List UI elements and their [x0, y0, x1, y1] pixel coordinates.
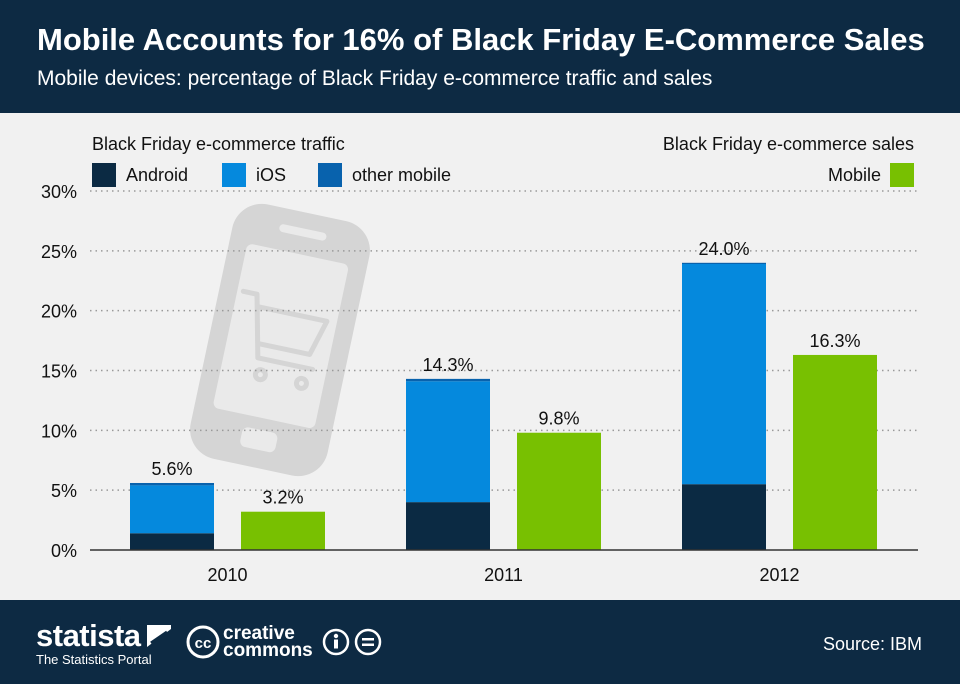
statista-logo: statista The Statistics Portal [36, 620, 171, 668]
shopping-cart-icon [240, 288, 330, 391]
legend-swatch-other-mobile [318, 163, 342, 187]
y-tick-label: 0% [51, 541, 77, 561]
cc-text-line2: commons [223, 640, 313, 661]
traffic-bar-segment [130, 533, 214, 550]
legend-label-ios: iOS [256, 164, 287, 185]
no-derivatives-icon [354, 628, 381, 656]
attribution-icon [322, 628, 349, 656]
source-label: Source: IBM [822, 634, 922, 654]
sales-value-label: 9.8% [538, 409, 579, 429]
y-tick-label: 10% [41, 421, 77, 441]
phone-illustration [190, 203, 370, 477]
legend-label-mobile-sales: Mobile [827, 164, 881, 185]
traffic-bar-segment [406, 502, 490, 550]
y-tick-label: 20% [41, 302, 77, 322]
traffic-total-label: 24.0% [698, 239, 749, 259]
cc-text-line1: creative [223, 623, 295, 644]
sales-bar [793, 354, 877, 550]
traffic-bar-segment [130, 482, 214, 486]
legend-swatch-android [92, 163, 116, 187]
x-tick-label: 2010 [207, 565, 247, 585]
bars [130, 262, 877, 550]
sales-value-label: 3.2% [262, 488, 303, 508]
legend-item-ios: iOS [222, 163, 286, 187]
header: Mobile Accounts for 16% of Black Friday … [0, 0, 960, 113]
y-tick-label: 25% [41, 242, 77, 262]
traffic-bar-segment [682, 263, 766, 485]
legend-swatch-ios [222, 163, 246, 187]
statista-mark-icon [146, 625, 171, 647]
brand-tagline: The Statistics Portal [36, 652, 152, 667]
svg-text:cc: cc [195, 635, 212, 652]
x-tick-label: 2012 [759, 565, 799, 585]
sales-value-label: 16.3% [809, 331, 860, 351]
traffic-bar-segment [682, 484, 766, 550]
traffic-bar-segment [406, 378, 490, 382]
brand-name: statista [36, 618, 141, 653]
grid-lines [90, 190, 918, 491]
legend-swatch-mobile-sales [890, 163, 914, 187]
creative-commons-badge: cc creative commons [186, 623, 383, 661]
x-axis-ticks: 2010 2011 2012 [207, 565, 799, 585]
legend-item-android: Android [92, 163, 188, 187]
y-tick-label: 5% [51, 481, 77, 501]
traffic-bar-segment [130, 485, 214, 534]
traffic-total-label: 14.3% [422, 355, 473, 375]
sales-bar [517, 432, 601, 550]
cc-icon: cc [186, 625, 220, 659]
y-tick-label: 30% [41, 182, 77, 202]
y-tick-label: 15% [41, 362, 77, 382]
sales-bar [241, 511, 325, 550]
chart-title: Mobile Accounts for 16% of Black Friday … [37, 22, 925, 57]
traffic-bar-segment [406, 381, 490, 503]
y-axis-ticks: 0% 5% 10% 15% 20% 25% 30% [41, 182, 77, 561]
sales-legend-heading: Black Friday e-commerce sales [662, 134, 914, 154]
value-labels: 5.6% 3.2% 14.3% 9.8% 24.0% 16.3% [151, 239, 860, 508]
traffic-legend-heading: Black Friday e-commerce traffic [92, 134, 345, 154]
traffic-bar-segment [682, 262, 766, 264]
chart-subtitle: Mobile devices: percentage of Black Frid… [37, 67, 713, 90]
legend-item-other-mobile: other mobile [318, 163, 451, 187]
traffic-total-label: 5.6% [151, 459, 192, 479]
x-tick-label: 2011 [484, 565, 523, 585]
legend-item-mobile-sales: Mobile [828, 163, 914, 187]
legend-label-other-mobile: other mobile [352, 164, 452, 185]
legend-label-android: Android [126, 164, 189, 185]
